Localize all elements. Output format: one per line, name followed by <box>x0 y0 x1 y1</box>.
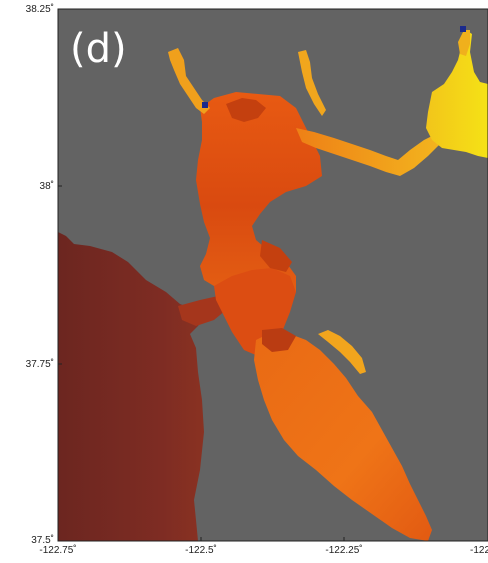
bay-dark-patch <box>226 98 266 122</box>
x-tick-label: -122.5˚ <box>185 544 217 556</box>
delta-channel-north <box>458 30 470 56</box>
sonoma-creek <box>298 50 326 116</box>
x-axis: -122.75˚ -122.5˚ -122.25˚ -122 <box>39 537 488 556</box>
station-marker <box>202 102 208 108</box>
east-bay-slough <box>318 330 366 374</box>
south-bay <box>254 332 432 541</box>
station-marker <box>460 26 466 32</box>
bay-dark-patch <box>262 328 296 352</box>
y-tick-label: 37.5˚ <box>31 534 54 546</box>
x-tick-label: -122 <box>470 545 488 556</box>
y-tick-label: 37.75˚ <box>26 358 54 370</box>
x-tick-label: -122.25˚ <box>325 544 362 556</box>
san-pablo-bay <box>196 92 322 320</box>
y-axis: 38.25˚ 38˚ 37.75˚ 37.5˚ <box>26 3 62 546</box>
plot-frame <box>57 8 488 542</box>
bay-dark-patch <box>260 240 292 272</box>
delta <box>426 30 488 158</box>
y-tick-label: 38˚ <box>40 180 54 192</box>
y-tick-label: 38.25˚ <box>26 3 54 15</box>
golden-gate-strait <box>178 296 226 326</box>
napa-river <box>168 48 210 114</box>
pacific-ocean <box>58 232 206 541</box>
panel-label: (d) <box>70 26 127 72</box>
carquinez-strait <box>296 128 440 176</box>
x-tick-label: -122.75˚ <box>39 544 76 556</box>
